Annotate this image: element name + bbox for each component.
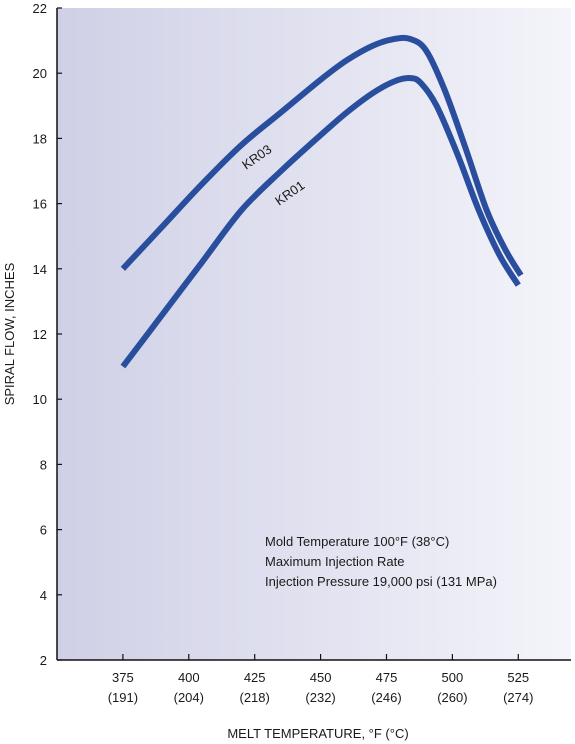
y-tick-label: 10 bbox=[33, 392, 47, 407]
x-tick-label: 475 bbox=[376, 670, 398, 685]
x-tick-sublabel: (232) bbox=[305, 690, 335, 705]
plot-area bbox=[57, 8, 571, 660]
y-tick-label: 20 bbox=[33, 66, 47, 81]
series-line-kr01 bbox=[120, 75, 521, 369]
x-axis-title: MELT TEMPERATURE, °F (°C) bbox=[227, 726, 408, 741]
x-tick-sublabel: (260) bbox=[437, 690, 467, 705]
x-ticks: 375 (191) 400 (204) 425 (218) 450 (232) 475 (246)… bbox=[108, 654, 533, 705]
x-tick-sublabel: (218) bbox=[240, 690, 270, 705]
series-line-kr03 bbox=[120, 34, 524, 277]
x-tick-sublabel: (191) bbox=[108, 690, 138, 705]
note-line-2: Maximum Injection Rate bbox=[265, 554, 404, 569]
x-tick-sublabel: (274) bbox=[503, 690, 533, 705]
y-tick-label: 16 bbox=[33, 197, 47, 212]
y-ticks: 2 4 6 8 10 12 14 16 18 20 22 bbox=[33, 1, 62, 668]
y-tick-label: 6 bbox=[40, 523, 47, 538]
x-tick-label: 450 bbox=[310, 670, 332, 685]
x-tick-sublabel: (246) bbox=[371, 690, 401, 705]
x-tick-label: 525 bbox=[507, 670, 529, 685]
y-tick-label: 12 bbox=[33, 327, 47, 342]
note-line-3: Injection Pressure 19,000 psi (131 MPa) bbox=[265, 574, 497, 589]
x-tick-label: 500 bbox=[442, 670, 464, 685]
conditions-note: Mold Temperature 100°F (38°C) Maximum In… bbox=[265, 534, 497, 589]
y-tick-label: 4 bbox=[40, 588, 47, 603]
y-tick-label: 18 bbox=[33, 131, 47, 146]
note-line-1: Mold Temperature 100°F (38°C) bbox=[265, 534, 449, 549]
y-tick-label: 8 bbox=[40, 457, 47, 472]
x-tick-label: 425 bbox=[244, 670, 266, 685]
x-tick-sublabel: (204) bbox=[174, 690, 204, 705]
y-axis-title: SPIRAL FLOW, INCHES bbox=[2, 262, 17, 405]
x-tick-label: 400 bbox=[178, 670, 200, 685]
y-tick-label: 2 bbox=[40, 653, 47, 668]
x-tick-label: 375 bbox=[112, 670, 134, 685]
y-tick-label: 22 bbox=[33, 1, 47, 16]
series-layer bbox=[120, 34, 524, 369]
y-tick-label: 14 bbox=[33, 262, 47, 277]
